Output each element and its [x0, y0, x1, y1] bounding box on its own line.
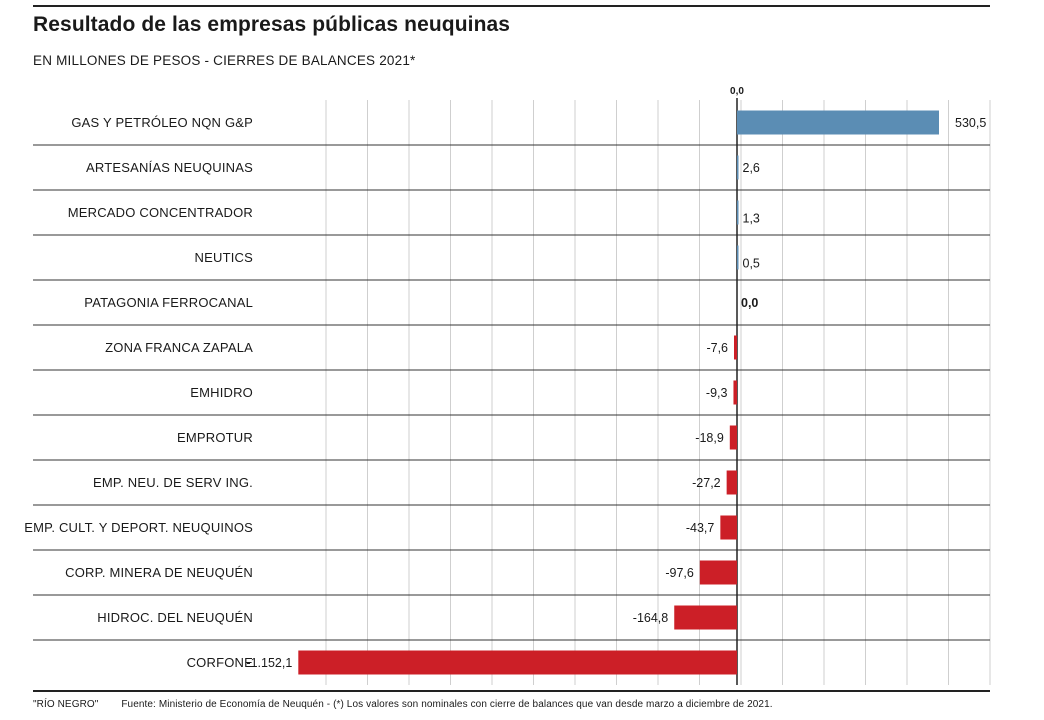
category-label: ZONA FRANCA ZAPALA [105, 340, 253, 355]
top-rule [33, 5, 990, 7]
category-label: HIDROC. DEL NEUQUÉN [97, 610, 253, 625]
value-label: -43,7 [686, 521, 715, 535]
value-label: -1.152,1 [246, 656, 292, 670]
chart-title: Resultado de las empresas públicas neuqu… [33, 13, 511, 36]
category-label: CORFONE [187, 655, 254, 670]
footer-source: Fuente: Ministerio de Economía de Neuqué… [121, 699, 773, 710]
category-label: EMHIDRO [190, 385, 253, 400]
category-label: EMP. CULT. Y DEPORT. NEUQUINOS [24, 520, 253, 535]
value-label: 1,3 [743, 212, 760, 226]
bar [720, 515, 737, 540]
value-label: -9,3 [706, 386, 728, 400]
category-label: EMP. NEU. DE SERV ING. [93, 475, 253, 490]
bar [734, 335, 737, 360]
value-label: -27,2 [692, 476, 721, 490]
bottom-rule [33, 690, 990, 692]
bar [733, 380, 737, 405]
bar [737, 155, 739, 180]
category-label: CORP. MINERA DE NEUQUÉN [65, 565, 253, 580]
bar [737, 245, 739, 270]
bar [737, 110, 939, 135]
category-label: MERCADO CONCENTRADOR [68, 205, 253, 220]
category-label: PATAGONIA FERROCANAL [84, 295, 253, 310]
bar [729, 425, 737, 450]
bar [699, 560, 737, 585]
value-label: 0,0 [741, 296, 758, 310]
value-label: 2,6 [743, 161, 760, 175]
category-label: GAS Y PETRÓLEO NQN G&P [71, 115, 253, 130]
bar [726, 470, 737, 495]
value-label: 530,5 [955, 116, 986, 130]
category-label: ARTESANÍAS NEUQUINAS [86, 160, 253, 175]
chart-subtitle: EN MILLONES DE PESOS - CIERRES DE BALANC… [33, 53, 416, 68]
category-label: EMPROTUR [177, 430, 253, 445]
value-label: -97,6 [665, 566, 694, 580]
bar [674, 605, 737, 630]
category-label: NEUTICS [195, 250, 254, 265]
value-label: -18,9 [695, 431, 724, 445]
bar [737, 200, 739, 225]
value-label: -164,8 [633, 611, 668, 625]
bar [298, 650, 737, 675]
footer-credit: "RÍO NEGRO" [33, 699, 99, 710]
bar-chart: 0,0 GAS Y PETRÓLEO NQN G&P 530,5 ARTESANÍAS… [24, 86, 991, 685]
value-label: -7,6 [706, 341, 728, 355]
footer: "RÍO NEGRO" Fuente: Ministerio de Econom… [33, 699, 773, 710]
value-label: 0,5 [743, 257, 760, 271]
zero-axis-label: 0,0 [730, 86, 744, 97]
